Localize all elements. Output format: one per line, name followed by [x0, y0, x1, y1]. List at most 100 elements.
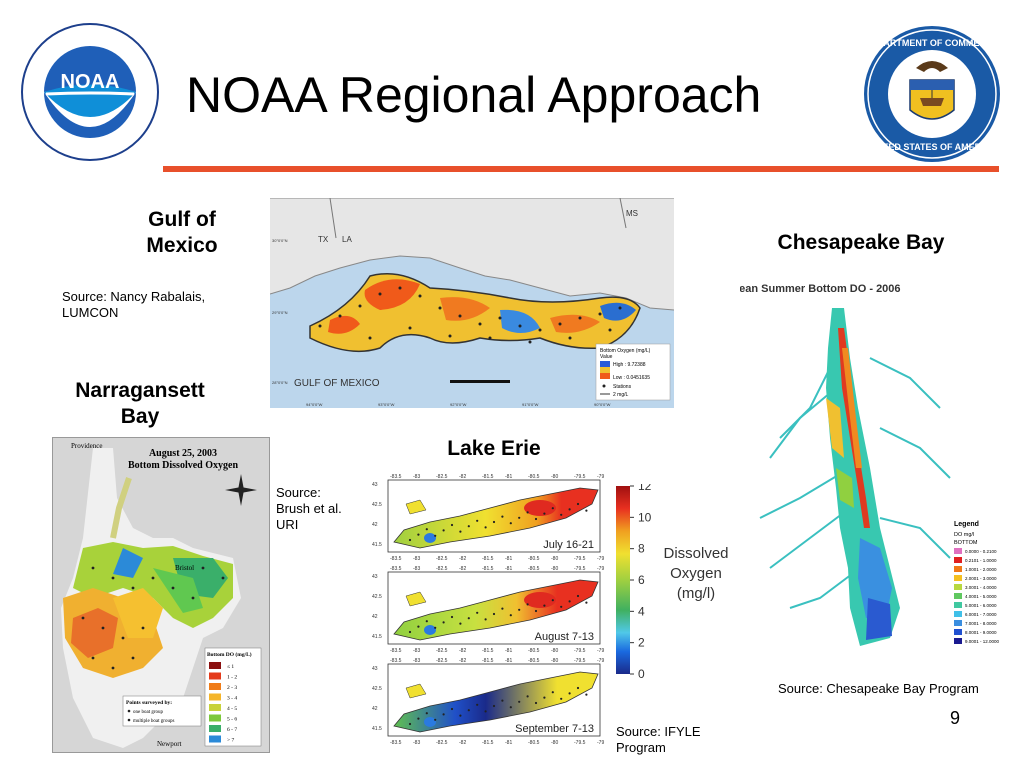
lake-erie-x-tick: -82 — [459, 474, 466, 480]
gulf-label-line1: Gulf of — [148, 208, 216, 231]
lake-erie-x-tick: -81 — [505, 566, 512, 572]
survey-multi: multiple boat groups — [133, 719, 174, 724]
chesapeake-do-map: Mean Summer Bottom DO - 2006 Legend DO m… — [740, 268, 1004, 678]
narragansett-source-line3: URI — [276, 517, 299, 532]
lake-erie-x-tick: -81 — [505, 648, 512, 654]
chesapeake-legend-sub2: BOTTOM — [954, 540, 978, 546]
lake-erie-x-tick: -82 — [459, 556, 466, 562]
place-bristol: Bristol — [175, 564, 194, 572]
narragansett-legend-title: Bottom DO (mg/L) — [207, 651, 252, 658]
chesapeake-legend-title: Legend — [954, 521, 979, 528]
lake-erie-maps: -83.5 -83.5 -83 -83 -82.5 -82.5 -82 -82 -81.5 -81… — [370, 470, 610, 758]
narragansett-legend-swatch — [209, 683, 221, 690]
lake-erie-y-tick: 42.5 — [372, 594, 382, 600]
gulf-legend-value: Value — [600, 354, 613, 360]
lake-erie-x-tick: -81 — [505, 474, 512, 480]
lake-erie-x-tick: -80.5 — [528, 566, 540, 572]
lake-erie-source-line2: Program — [616, 740, 666, 755]
gulf-legend-high: High : 9.72388 — [613, 362, 646, 368]
colorbar-tick-label: 8 — [638, 542, 645, 556]
lake-erie-x-tick: -80 — [551, 566, 558, 572]
lake-erie-y-tick: 43 — [372, 482, 378, 488]
colorbar-tick-label: 6 — [638, 573, 645, 587]
lake-erie-x-tick: -80.5 — [528, 648, 540, 654]
noaa-logo-icon: NOAA — [21, 23, 159, 161]
lake-erie-x-tick: -83.5 — [390, 474, 402, 480]
lake-erie-x-tick: -81.5 — [482, 556, 494, 562]
gulf-lon-label: 93°0'0"W — [378, 402, 395, 407]
lake-erie-x-tick: -79.5 — [574, 566, 586, 572]
survey-one: one boat group — [133, 710, 163, 715]
lake-erie-x-tick: -82.5 — [436, 658, 448, 664]
noaa-logo: NOAA — [20, 22, 160, 167]
lake-erie-x-tick: -79.5 — [574, 474, 586, 480]
lake-erie-y-tick: 42 — [372, 614, 378, 620]
chesapeake-legend-label: 5.0001 - 6.0000 — [965, 603, 997, 608]
narragansett-source: Source: Brush et al. URI — [276, 485, 366, 533]
lake-erie-y-tick: 42 — [372, 522, 378, 528]
lake-erie-y-tick: 41.5 — [372, 726, 382, 732]
gulf-hypoxia-map: Bottom Oxygen (mg/L) Value High : 9.7238… — [270, 198, 674, 408]
gulf-lat-label: 29°0'0"N — [272, 310, 288, 315]
lake-erie-x-tick: -80.5 — [528, 658, 540, 664]
lake-erie-x-tick: -83 — [413, 740, 420, 746]
chesapeake-legend-label: 3.0001 - 4.0000 — [965, 585, 997, 590]
lake-erie-x-tick: -79 — [597, 556, 604, 562]
lake-erie-y-tick: 43 — [372, 666, 378, 672]
lake-erie-x-tick: -83.5 — [390, 556, 402, 562]
gulf-label: Gulf of Mexico — [128, 207, 236, 259]
lake-erie-x-tick: -81.5 — [482, 474, 494, 480]
narragansett-label: Narragansett Bay — [52, 378, 228, 430]
lake-erie-x-tick: -80 — [551, 740, 558, 746]
lake-erie-panel: -83.5 -83.5 -83 -83 -82.5 -82.5 -82 -82 -81.5 -81… — [372, 474, 604, 562]
chesapeake-legend-swatch — [954, 557, 962, 563]
narragansett-legend-label: > 7 — [227, 738, 234, 744]
narragansett-legend-label: 6 - 7 — [227, 727, 237, 733]
lake-erie-x-tick: -82 — [459, 648, 466, 654]
chesapeake-legend-label: 1.0001 - 2.0000 — [965, 567, 997, 572]
gulf-lat-label: 28°0'0"N — [272, 380, 288, 385]
lake-erie-x-tick: -82.5 — [436, 566, 448, 572]
lake-erie-x-tick: -83.5 — [390, 566, 402, 572]
state-la: LA — [342, 235, 352, 244]
svg-text:DEPARTMENT OF COMMERCE: DEPARTMENT OF COMMERCE — [866, 38, 999, 48]
lake-erie-x-tick: -83 — [413, 566, 420, 572]
chesapeake-source: Source: Chesapeake Bay Program — [778, 681, 979, 696]
chesapeake-legend-swatch — [954, 584, 962, 590]
chesapeake-legend-swatch — [954, 548, 962, 554]
narragansett-source-line2: Brush et al. — [276, 501, 342, 516]
colorbar-tick-label: 2 — [638, 636, 645, 650]
chesapeake-legend-swatch — [954, 566, 962, 572]
narragansett-label-line2: Bay — [120, 405, 160, 428]
title-divider — [163, 166, 999, 172]
gulf-legend-contour: 2 mg/L — [613, 392, 629, 398]
narragansett-legend-swatch — [209, 714, 221, 722]
narragansett-legend-label: 3 - 4 — [227, 696, 237, 702]
place-newport: Newport — [157, 740, 182, 748]
lake-erie-x-tick: -82.5 — [436, 474, 448, 480]
lake-erie-x-tick: -80 — [551, 658, 558, 664]
lake-erie-x-tick: -80.5 — [528, 556, 540, 562]
lake-erie-source: Source: IFYLE Program — [616, 724, 736, 756]
lake-erie-x-tick: -79 — [597, 740, 604, 746]
lake-erie-source-line1: Source: IFYLE — [616, 724, 701, 739]
chesapeake-legend-swatch — [954, 629, 962, 635]
narragansett-do-map: August 25, 2003 Bottom Dissolved Oxygen … — [52, 437, 270, 753]
narragansett-source-line1: Source: — [276, 485, 321, 500]
commerce-seal-icon: DEPARTMENT OF COMMERCE UNITED STATES OF … — [864, 26, 1000, 162]
lake-erie-x-tick: -79 — [597, 566, 604, 572]
colorbar-tick-label: 0 — [638, 667, 645, 681]
lake-erie-x-tick: -82 — [459, 658, 466, 664]
chesapeake-legend-label: 7.0001 - 8.0000 — [965, 621, 997, 626]
lake-erie-x-tick: -81.5 — [482, 740, 494, 746]
narragansett-map-title2: Bottom Dissolved Oxygen — [128, 460, 238, 471]
colorbar-tick-label: 4 — [638, 604, 645, 618]
lake-erie-y-tick: 43 — [372, 574, 378, 580]
lake-erie-x-tick: -81 — [505, 658, 512, 664]
lake-erie-x-tick: -83 — [413, 474, 420, 480]
lake-erie-x-tick: -83.5 — [390, 740, 402, 746]
lake-erie-x-tick: -82 — [459, 740, 466, 746]
department-of-commerce-seal: DEPARTMENT OF COMMERCE UNITED STATES OF … — [862, 24, 1002, 169]
lake-erie-y-tick: 42 — [372, 706, 378, 712]
gulf-lon-label: 90°0'0"W — [594, 402, 611, 407]
